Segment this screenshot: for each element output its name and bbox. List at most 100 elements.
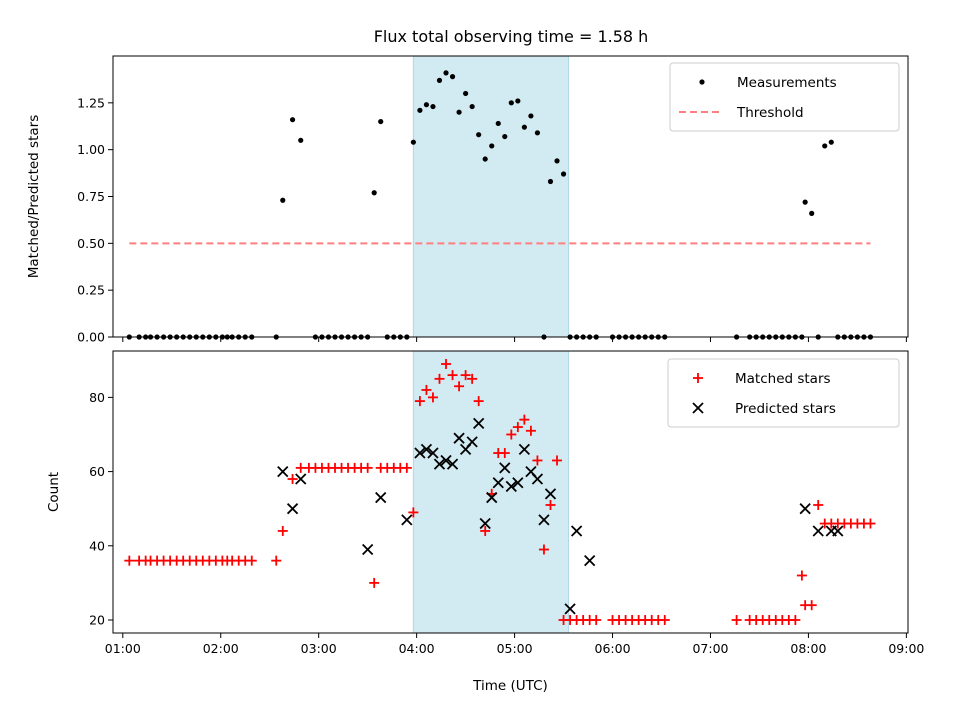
matched-star-point [552,455,563,466]
observing-window-shade [412,55,569,338]
predicted-star-point [433,458,446,470]
matched-star-point [408,507,419,518]
legend-marker-dot [699,79,705,85]
legend-marker-plus [693,373,703,383]
predicted-star-point [466,436,478,448]
predicted-star-point [375,491,387,504]
matched-star-point [369,577,380,588]
y-tick-label: 20 [89,613,105,628]
measurement-point [443,70,449,76]
predicted-star-point [544,488,557,500]
predicted-star-point [512,477,524,489]
measurement-point [521,124,527,130]
matched-star-point [865,518,876,529]
matched-star-point [813,499,824,510]
x-tick-label: 06:00 [595,641,631,656]
x-axis-label: Time (UTC) [472,678,548,694]
matched-star-point [287,474,298,485]
matched-star-point [454,381,465,392]
measurement-point [495,120,501,127]
measurement-point [508,100,514,106]
measurement-point [547,178,554,185]
predicted-star-point [492,477,504,489]
predicted-star-point [518,443,531,455]
x-tick-label: 02:00 [203,641,239,656]
y-tick-label: 80 [89,390,105,405]
predicted-star-point [538,514,550,526]
matched-star-point [545,499,556,510]
x-tick-label: 07:00 [692,641,728,656]
predicted-star-point [832,525,844,537]
predicted-star-point [799,503,811,515]
predicted-star-point [427,447,439,459]
measurement-point [378,118,384,125]
matched-star-point [731,615,742,626]
y-axis-label-ratio: Matched/Predicted stars [26,115,42,278]
measurement-point [449,74,456,80]
matched-star-point [447,370,458,381]
y-tick-label: 60 [89,464,105,479]
measurement-point [463,90,469,97]
predicted-star-point [286,503,299,515]
x-tick-label: 04:00 [399,641,435,656]
x-tick-label: 08:00 [790,641,826,656]
matched-star-point [499,448,510,459]
legend-label: Threshold [736,105,804,121]
matched-star-point [506,429,517,440]
predicted-star-point [479,517,491,530]
matched-star-point [806,600,817,611]
legend-label: Measurements [737,75,837,91]
matched-star-point [532,455,543,466]
predicted-star-point [531,473,544,485]
predicted-star-point [446,458,459,470]
top-series [126,70,874,340]
bottom-y-ticks: 20 40 60 80 [89,390,113,628]
measurement-point [802,199,808,205]
y-tick-label: 0.25 [77,283,105,298]
predicted-star-point [440,454,452,467]
matched-star-point [519,414,530,425]
measurement-point [822,143,828,149]
measurement-point [456,109,462,115]
matched-star-point [414,396,425,407]
matched-star-point [362,462,373,473]
predicted-star-point [362,543,374,556]
legend-box [669,62,900,132]
predicted-star-point [812,525,824,537]
predicted-star-point [295,473,307,485]
matched-star-point [538,544,549,555]
y-axis-label-count: Count [46,472,62,512]
predicted-star-point [414,447,426,459]
predicted-star-point [499,462,511,474]
y-tick-label: 1.25 [77,95,105,110]
matched-star-point [421,384,432,395]
legend-marker-x [692,402,704,414]
bottom-plot-frame [112,350,909,634]
y-tick-label: 40 [89,538,105,553]
matched-star-point [591,615,602,626]
predicted-star-point [420,443,433,455]
measurement-point [298,137,304,143]
matched-star-point [277,525,288,536]
legend-box [667,358,900,428]
matched-star-point [427,392,438,403]
matched-star-point [271,555,282,566]
legend-label: Predicted stars [735,401,836,417]
predicted-star-point [277,465,289,478]
measurement-point [560,171,567,177]
x-tick-label: 01:00 [105,641,141,656]
top-panel: 0.00 0.25 0.50 0.75 1.00 1.25 Matched/Predict… [26,55,909,345]
matched-star-point [401,462,412,473]
measurement-point [476,132,482,138]
matched-star-point [796,570,807,581]
matched-star-point [460,370,471,381]
measurement-point [289,117,296,123]
measurement-point [410,139,416,145]
predicted-star-point [473,417,485,429]
predicted-star-point [505,480,517,493]
matched-star-point [659,615,670,626]
legend-label: Matched stars [735,371,831,387]
measurement-point [430,103,436,110]
measurement-point [828,139,834,145]
